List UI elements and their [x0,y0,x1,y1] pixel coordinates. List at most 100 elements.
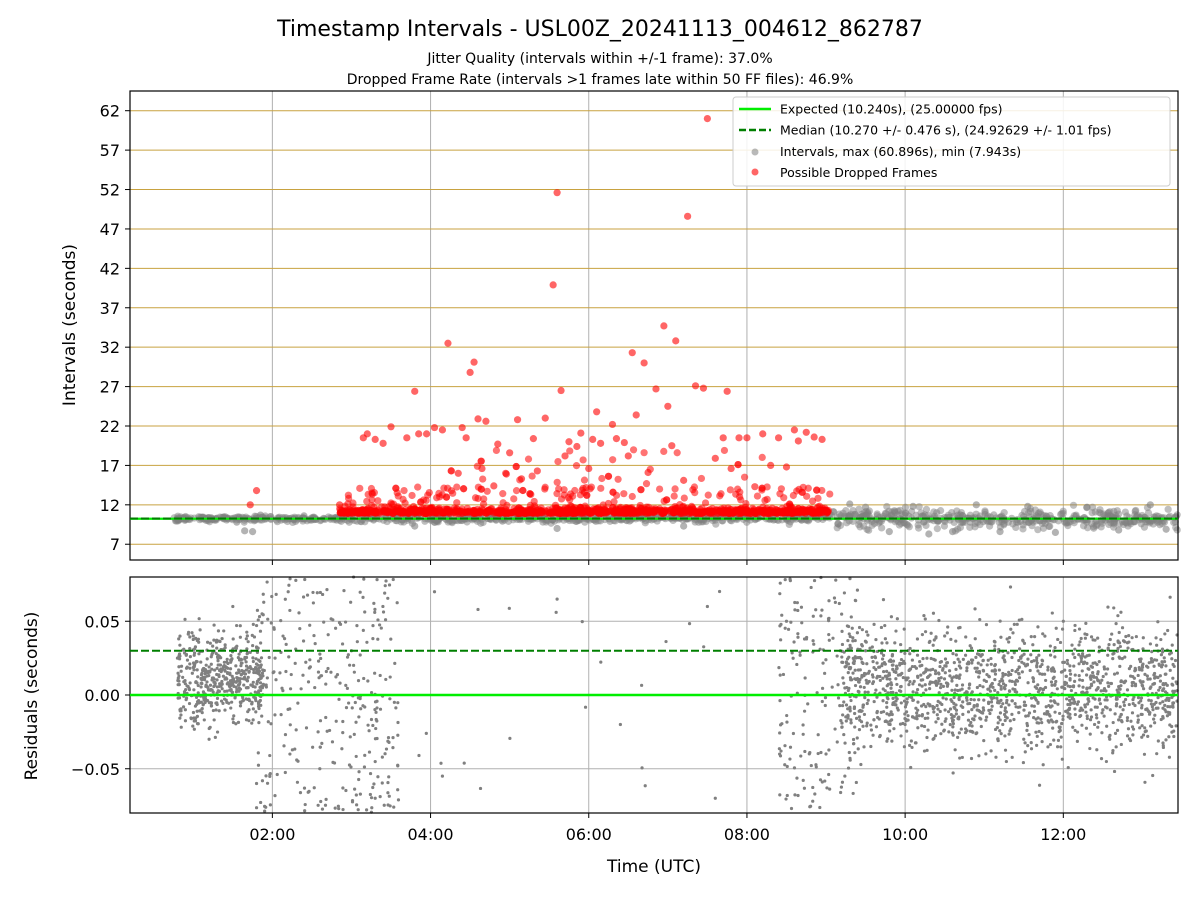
residual-point [1030,704,1034,708]
residual-point [1073,728,1077,733]
residual-point [1136,714,1140,718]
residual-point [1097,645,1101,649]
residual-point [1105,724,1109,728]
residual-point [417,753,421,758]
residual-point [828,787,832,791]
residual-point [358,697,362,701]
residual-point [1009,727,1013,731]
residual-point [254,623,259,628]
residual-point [1132,695,1136,699]
residual-point [996,737,1000,741]
dropped-frame-point [640,359,648,367]
residual-point [1014,678,1019,682]
residual-point [1170,657,1174,661]
interval-point [959,518,967,526]
residual-point [956,657,960,661]
residual-point [974,655,978,659]
residual-point [1108,708,1112,712]
residual-point [1043,672,1047,676]
residual-point [197,701,201,705]
residual-point [237,652,241,656]
residual-point [205,657,209,661]
interval-point [901,503,910,511]
residual-point [246,675,250,679]
residual-point [216,629,221,633]
residual-point [215,730,220,734]
residual-point [926,711,930,715]
residual-point [282,744,286,748]
residual-point [937,676,941,681]
residual-point [1037,783,1042,787]
residual-point [939,676,943,680]
residual-point [356,808,360,812]
residual-point [859,762,863,767]
residual-point [507,606,511,610]
residual-point [214,651,218,656]
residual-point [847,655,851,659]
residual-point [1059,670,1064,674]
residual-point [886,697,890,701]
residual-point [1029,747,1034,751]
residual-point [266,617,270,621]
residual-point [872,622,876,626]
residual-point [1156,675,1160,680]
residual-point [1163,703,1167,707]
interval-point [553,524,561,533]
residual-point [939,732,943,736]
residual-point [1007,732,1011,736]
residual-point [993,677,997,682]
interval-point [925,530,933,538]
dropped-frame-point [524,455,533,463]
residual-point [337,621,342,625]
residual-point [941,684,946,688]
intervals-y-tick-label: 52 [100,181,120,200]
residual-point [885,674,889,678]
residual-point [1080,690,1084,695]
interval-point [901,509,909,517]
interval-point [996,528,1004,536]
residual-point [1129,719,1133,723]
residual-point [258,681,263,685]
residual-point [952,695,956,700]
residual-point [246,697,250,702]
residual-point [865,701,869,706]
residual-point [1149,702,1153,706]
dropped-frame-point [430,423,439,432]
residual-point [347,701,351,705]
residual-point [209,701,213,705]
residual-point [1149,685,1153,689]
dropped-frame-point [545,509,554,517]
residual-point [192,668,196,672]
residual-point [1010,699,1014,703]
dropped-frame-point [565,438,573,446]
residual-point [1035,656,1039,660]
residual-point [320,807,325,811]
residual-point [1004,759,1009,764]
residual-point [304,726,309,730]
residual-point [856,747,860,751]
residual-point [388,697,392,701]
residual-point [920,633,925,637]
dropped-frame-point [772,508,780,516]
residual-point [375,699,379,703]
residual-point [947,730,951,734]
residual-point [993,644,997,648]
residual-point [1023,750,1027,754]
residual-point [968,644,972,648]
residual-point [1092,680,1096,684]
residual-point [908,646,912,651]
residual-point [1143,780,1147,784]
residual-point [257,670,261,674]
residual-point [205,680,209,684]
residual-point [840,780,845,784]
residual-point [1100,731,1104,735]
residual-point [1116,646,1120,651]
residual-point [920,724,924,728]
residual-point [853,751,857,755]
residual-point [396,720,400,725]
residual-point [223,708,227,712]
residual-point [788,757,792,761]
residual-point [190,671,194,675]
residual-point [1085,661,1089,665]
residual-point [1166,705,1170,709]
